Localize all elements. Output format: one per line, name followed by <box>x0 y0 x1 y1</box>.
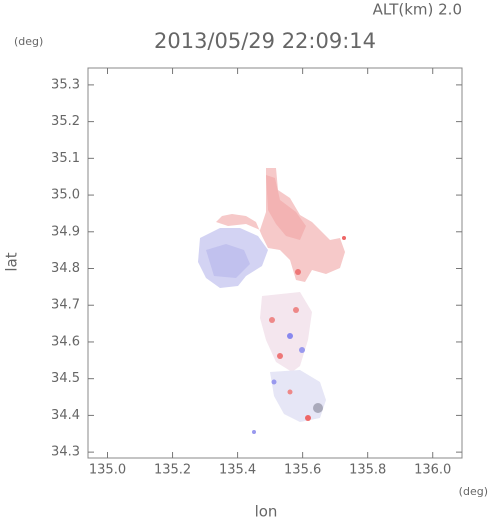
y-tick-label: 34.9 <box>51 224 80 239</box>
speckle <box>295 269 301 275</box>
mixed-echo <box>270 370 326 422</box>
altitude-label: ALT(km) 2.0 <box>373 1 462 19</box>
echo-field <box>198 168 346 434</box>
y-tick-label: 34.6 <box>51 334 80 349</box>
x-tick-label: 135.6 <box>284 463 321 478</box>
chart-title: 2013/05/29 22:09:14 <box>154 29 376 53</box>
speckle <box>342 236 346 240</box>
mixed-echo <box>260 292 312 372</box>
speckle <box>252 430 256 434</box>
y-tick-label: 34.5 <box>51 371 80 386</box>
x-tick-label: 136.0 <box>414 463 451 478</box>
x-tick-label: 135.0 <box>89 463 126 478</box>
y-tick-label: 34.3 <box>51 445 80 460</box>
y-tick-label: 35.3 <box>51 77 80 92</box>
y-tick-label: 34.4 <box>51 408 80 423</box>
y-tick-label: 35.1 <box>51 151 80 166</box>
y-unit: (deg) <box>14 35 43 48</box>
y-tick-label: 34.7 <box>51 298 80 313</box>
x-tick-label: 135.2 <box>154 463 191 478</box>
speckle <box>293 307 299 313</box>
x-unit: (deg) <box>459 485 488 498</box>
speckle <box>287 389 293 395</box>
speckle <box>271 379 277 385</box>
speckle <box>287 333 293 339</box>
speckle <box>313 403 323 413</box>
negative-echo <box>206 244 250 278</box>
plot-frame <box>87 67 463 459</box>
x-tick-label: 135.4 <box>219 463 256 478</box>
speckle <box>299 347 305 353</box>
speckle <box>269 317 275 323</box>
speckle <box>305 415 311 421</box>
y-tick-label: 34.8 <box>51 261 80 276</box>
y-axis-label: lat <box>3 252 21 271</box>
x-tick-label: 135.8 <box>349 463 386 478</box>
y-tick-label: 35.2 <box>51 114 80 129</box>
x-axis-label: lon <box>255 503 278 521</box>
positive-echo <box>266 175 306 240</box>
y-tick-label: 35.0 <box>51 188 80 203</box>
speckle <box>277 353 283 359</box>
